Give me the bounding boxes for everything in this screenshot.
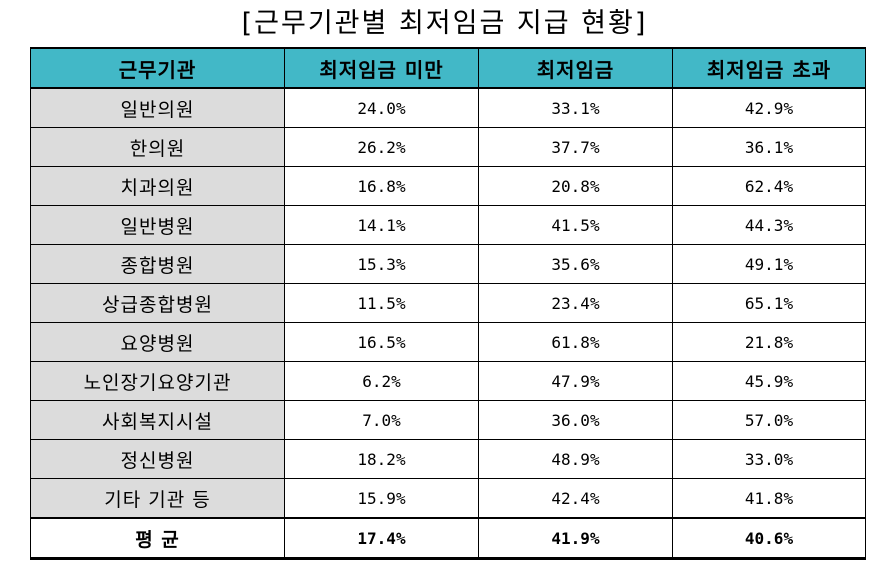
header-row: 근무기관 최저임금 미만 최저임금 최저임금 초과 — [30, 47, 866, 89]
table-row: 일반의원 24.0% 33.1% 42.9% — [30, 88, 866, 128]
table-row: 치과의원 16.8% 20.8% 62.4% — [30, 166, 866, 206]
institution-cell: 정신병원 — [30, 439, 285, 479]
minimum-cell: 35.6% — [478, 244, 673, 284]
below-minimum-cell: 26.2% — [284, 127, 479, 167]
minimum-cell: 41.5% — [478, 205, 673, 245]
average-minimum: 41.9% — [478, 517, 673, 560]
above-minimum-cell: 57.0% — [672, 400, 866, 440]
header-above-minimum: 최저임금 초과 — [672, 47, 866, 89]
table-row: 종합병원 15.3% 35.6% 49.1% — [30, 244, 866, 284]
minimum-cell: 48.9% — [478, 439, 673, 479]
institution-cell: 상급종합병원 — [30, 283, 285, 323]
below-minimum-cell: 16.8% — [284, 166, 479, 206]
above-minimum-cell: 44.3% — [672, 205, 866, 245]
minimum-cell: 61.8% — [478, 322, 673, 362]
above-minimum-cell: 42.9% — [672, 88, 866, 128]
minimum-cell: 23.4% — [478, 283, 673, 323]
above-minimum-cell: 65.1% — [672, 283, 866, 323]
table-title: [근무기관별 최저임금 지급 현황] — [241, 8, 648, 39]
institution-cell: 사회복지시설 — [30, 400, 285, 440]
institution-cell: 한의원 — [30, 127, 285, 167]
table-row: 정신병원 18.2% 48.9% 33.0% — [30, 439, 866, 479]
minimum-cell: 37.7% — [478, 127, 673, 167]
header-minimum: 최저임금 — [478, 47, 673, 89]
below-minimum-cell: 15.3% — [284, 244, 479, 284]
below-minimum-cell: 11.5% — [284, 283, 479, 323]
minimum-cell: 33.1% — [478, 88, 673, 128]
above-minimum-cell: 45.9% — [672, 361, 866, 401]
below-minimum-cell: 14.1% — [284, 205, 479, 245]
minimum-wage-table: 근무기관 최저임금 미만 최저임금 최저임금 초과 일반의원 24.0% 33.… — [30, 47, 866, 560]
below-minimum-cell: 24.0% — [284, 88, 479, 128]
minimum-cell: 47.9% — [478, 361, 673, 401]
below-minimum-cell: 7.0% — [284, 400, 479, 440]
institution-cell: 요양병원 — [30, 322, 285, 362]
institution-cell: 노인장기요양기관 — [30, 361, 285, 401]
above-minimum-cell: 36.1% — [672, 127, 866, 167]
table-row: 한의원 26.2% 37.7% 36.1% — [30, 127, 866, 167]
above-minimum-cell: 62.4% — [672, 166, 866, 206]
institution-cell: 종합병원 — [30, 244, 285, 284]
average-label: 평 균 — [30, 517, 285, 560]
above-minimum-cell: 21.8% — [672, 322, 866, 362]
table-row: 노인장기요양기관 6.2% 47.9% 45.9% — [30, 361, 866, 401]
minimum-cell: 20.8% — [478, 166, 673, 206]
below-minimum-cell: 15.9% — [284, 478, 479, 519]
above-minimum-cell: 41.8% — [672, 478, 866, 519]
above-minimum-cell: 33.0% — [672, 439, 866, 479]
header-below-minimum: 최저임금 미만 — [284, 47, 479, 89]
table-row: 사회복지시설 7.0% 36.0% 57.0% — [30, 400, 866, 440]
institution-cell: 치과의원 — [30, 166, 285, 206]
table-row: 기타 기관 등 15.9% 42.4% 41.8% — [30, 478, 866, 519]
table-row: 상급종합병원 11.5% 23.4% 65.1% — [30, 283, 866, 323]
below-minimum-cell: 18.2% — [284, 439, 479, 479]
average-above-minimum: 40.6% — [672, 517, 866, 560]
header-institution: 근무기관 — [30, 47, 285, 89]
average-below-minimum: 17.4% — [284, 517, 479, 560]
minimum-cell: 36.0% — [478, 400, 673, 440]
above-minimum-cell: 49.1% — [672, 244, 866, 284]
table-row: 일반병원 14.1% 41.5% 44.3% — [30, 205, 866, 245]
below-minimum-cell: 16.5% — [284, 322, 479, 362]
average-row: 평 균 17.4% 41.9% 40.6% — [30, 517, 866, 560]
table-row: 요양병원 16.5% 61.8% 21.8% — [30, 322, 866, 362]
institution-cell: 일반병원 — [30, 205, 285, 245]
below-minimum-cell: 6.2% — [284, 361, 479, 401]
institution-cell: 일반의원 — [30, 88, 285, 128]
institution-cell: 기타 기관 등 — [30, 478, 285, 519]
minimum-cell: 42.4% — [478, 478, 673, 519]
